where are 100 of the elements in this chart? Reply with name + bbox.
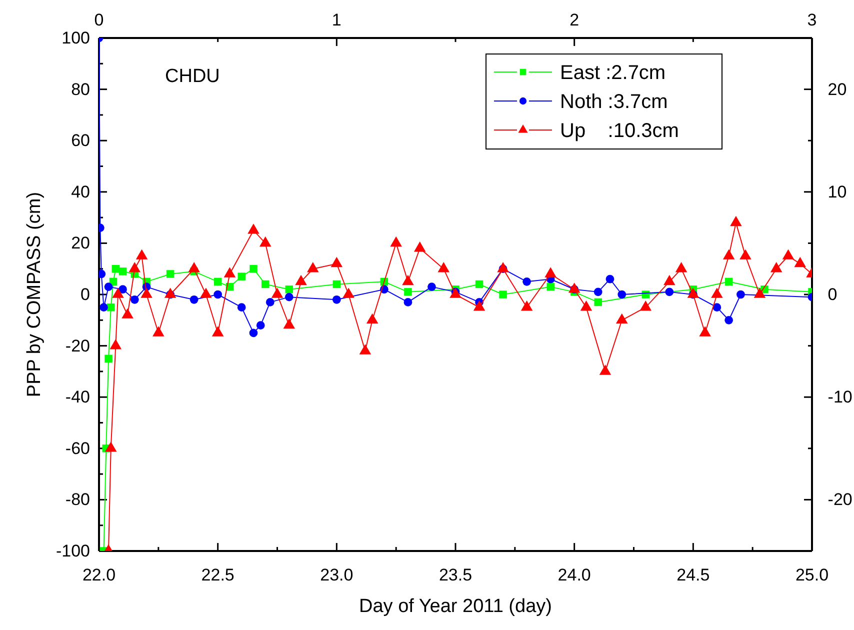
point — [332, 280, 341, 288]
point — [665, 288, 674, 296]
point — [546, 282, 554, 291]
point — [359, 344, 372, 354]
y-tick-label: 40 — [71, 182, 90, 202]
point — [724, 316, 733, 324]
point — [248, 224, 260, 234]
point — [687, 288, 700, 298]
point — [404, 298, 412, 306]
y-tick-label: -80 — [65, 490, 90, 510]
point — [104, 442, 117, 452]
point — [224, 267, 236, 278]
y-axis-title: PPP by COMPASS (cm) — [24, 192, 45, 398]
legend-label: Noth :3.7cm — [560, 91, 668, 113]
point — [214, 290, 222, 299]
point — [256, 321, 265, 330]
point — [238, 272, 246, 280]
point — [730, 216, 742, 226]
point — [261, 280, 270, 288]
x-tick-label: 23.5 — [438, 565, 472, 584]
point — [475, 280, 484, 288]
point — [200, 288, 212, 298]
point — [307, 262, 319, 272]
x2-tick-label: 1 — [332, 10, 342, 30]
point — [332, 295, 341, 304]
annotation: CHDU — [165, 66, 220, 87]
x-tick-label: 25.0 — [795, 565, 829, 584]
y2-tick-label: 10 — [828, 182, 847, 202]
x-tick-label: 24.5 — [676, 565, 710, 584]
point — [100, 303, 108, 312]
point — [118, 268, 127, 276]
point — [330, 256, 343, 268]
point — [473, 300, 486, 311]
x2-tick-label: 3 — [807, 10, 817, 30]
y-tick-label: 60 — [71, 131, 90, 150]
point — [250, 264, 258, 273]
point — [782, 249, 794, 260]
point — [164, 288, 176, 298]
point — [724, 278, 733, 286]
point — [740, 249, 752, 260]
point — [130, 295, 139, 304]
point — [104, 354, 112, 362]
y-tick-label: 100 — [62, 28, 90, 48]
x-axis-title: Day of Year 2011 (day) — [359, 596, 552, 617]
point — [152, 326, 164, 336]
point — [104, 282, 113, 291]
point — [190, 295, 198, 304]
y2-tick-label: 0 — [828, 284, 838, 304]
y2-tick-label: -20 — [828, 490, 852, 510]
x-tick-label: 22.0 — [82, 565, 116, 584]
point — [616, 313, 628, 324]
point — [214, 278, 222, 286]
legend-label: Up :10.3cm — [560, 120, 679, 142]
point — [112, 288, 124, 298]
point — [736, 290, 745, 299]
y-tick-label: 20 — [71, 234, 90, 253]
y2-tick-label: -10 — [828, 388, 852, 407]
point — [283, 318, 296, 329]
point — [428, 282, 436, 291]
point — [520, 300, 533, 311]
y-tick-label: -60 — [65, 438, 90, 458]
point — [295, 274, 307, 286]
point — [618, 290, 626, 299]
point — [271, 288, 284, 298]
point — [107, 303, 115, 312]
point — [754, 288, 766, 298]
point — [188, 262, 200, 272]
point — [568, 282, 580, 293]
point — [544, 267, 556, 278]
point — [599, 364, 612, 375]
point — [438, 262, 450, 272]
point — [402, 274, 414, 286]
point — [664, 274, 676, 286]
point — [390, 236, 402, 247]
point — [794, 256, 806, 268]
point — [404, 288, 412, 296]
y-tick-label: 0 — [80, 284, 90, 304]
x-tick-label: 24.0 — [558, 565, 591, 584]
point — [237, 303, 246, 312]
y-tick-label: -100 — [56, 541, 90, 560]
point — [594, 298, 602, 306]
point — [122, 308, 134, 318]
point — [699, 326, 711, 336]
point — [284, 292, 294, 302]
point — [136, 249, 148, 260]
point — [342, 288, 354, 298]
point — [722, 249, 735, 260]
point — [499, 290, 507, 298]
point — [522, 278, 531, 286]
point — [259, 236, 272, 247]
point — [140, 288, 152, 298]
y-tick-label: -20 — [65, 336, 90, 356]
point — [711, 288, 723, 298]
point — [497, 262, 509, 272]
point — [112, 264, 120, 273]
point — [212, 326, 224, 336]
y2-tick-label: 20 — [828, 80, 847, 99]
point — [580, 300, 592, 311]
point — [366, 313, 378, 324]
x-tick-label: 22.5 — [201, 565, 234, 584]
